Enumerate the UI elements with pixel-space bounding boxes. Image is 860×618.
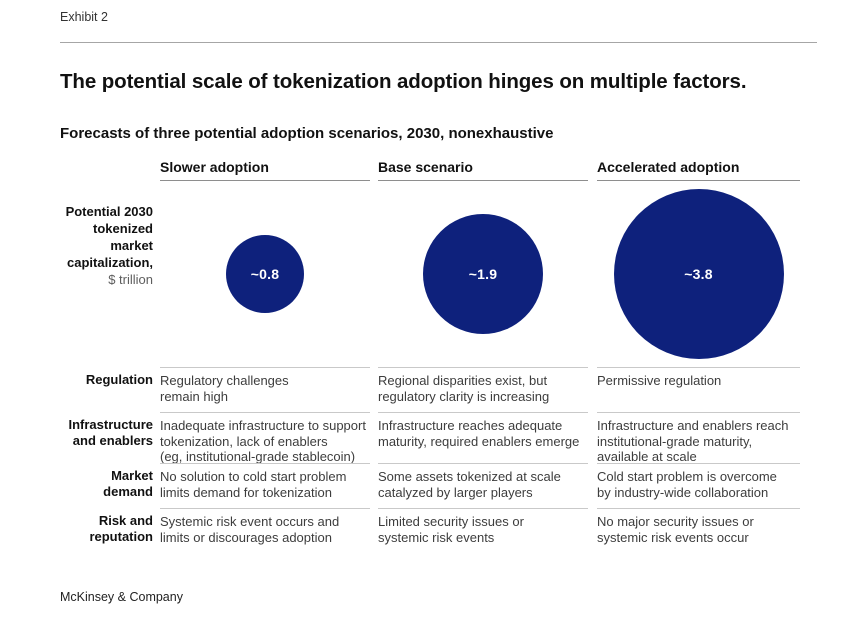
column-header-base-scenario: Base scenario [378, 159, 588, 181]
bubble-accelerated-adoption: ~3.8 [613, 189, 784, 359]
bubble-value-label: ~3.8 [684, 266, 713, 282]
row-label-infrastructure: Infrastructure and enablers [68, 417, 153, 448]
cell-infrastructure-base: Infrastructure reaches adequate maturity… [378, 412, 588, 449]
cell-risk-slower: Systemic risk event occurs and limits or… [160, 508, 370, 545]
bubble-base-scenario: ~1.9 [423, 214, 543, 334]
bubble-slower-adoption: ~0.8 [226, 235, 304, 313]
column-header-slower-adoption: Slower adoption [160, 159, 370, 181]
row-label-risk-reputation: Risk and reputation [89, 513, 153, 544]
top-divider-rule [60, 42, 817, 43]
cell-infrastructure-accelerated: Infrastructure and enablers reach instit… [597, 412, 800, 465]
page-title: The potential scale of tokenization adop… [60, 70, 747, 93]
cell-regulation-accelerated: Permissive regulation [597, 367, 800, 389]
cell-regulation-slower: Regulatory challenges remain high [160, 367, 370, 404]
bubble-value-label: ~1.9 [468, 266, 498, 282]
cell-market-demand-base: Some assets tokenized at scale catalyzed… [378, 463, 588, 500]
metric-axis-label-text: Potential 2030 tokenized market capitali… [65, 204, 153, 270]
metric-axis-label: Potential 2030 tokenized market capitali… [40, 186, 153, 305]
exhibit-number-label: Exhibit 2 [60, 10, 108, 24]
cell-regulation-base: Regional disparities exist, but regulato… [378, 367, 588, 404]
bubble-cell-base-scenario: ~1.9 [378, 186, 588, 362]
bubble-cell-accelerated-adoption: ~3.8 [597, 186, 800, 362]
row-label-regulation: Regulation [85, 372, 153, 387]
bubble-cell-slower-adoption: ~0.8 [160, 186, 370, 362]
bubble-value-label: ~0.8 [250, 266, 280, 282]
column-header-accelerated-adoption: Accelerated adoption [597, 159, 800, 181]
cell-risk-accelerated: No major security issues or systemic ris… [597, 508, 800, 545]
cell-risk-base: Limited security issues or systemic risk… [378, 508, 588, 545]
company-footer: McKinsey & Company [60, 590, 183, 604]
chart-subtitle: Forecasts of three potential adoption sc… [60, 125, 554, 142]
cell-market-demand-slower: No solution to cold start problem limits… [160, 463, 370, 500]
metric-axis-unit: $ trillion [108, 272, 153, 287]
row-label-market-demand: Market demand [103, 468, 153, 499]
cell-infrastructure-slower: Inadequate infrastructure to support tok… [160, 412, 370, 465]
cell-market-demand-accelerated: Cold start problem is overcome by indust… [597, 463, 800, 500]
